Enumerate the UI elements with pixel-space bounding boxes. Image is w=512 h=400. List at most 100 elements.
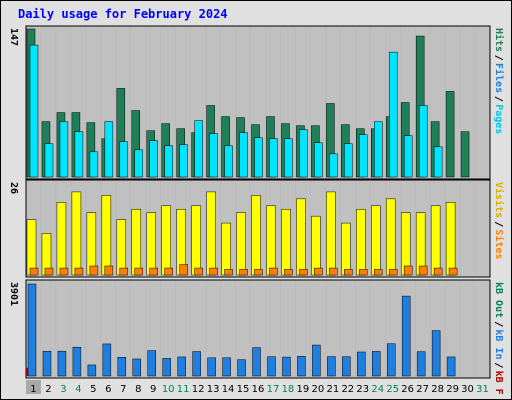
day-label: 11	[177, 384, 190, 395]
visits-bar	[281, 208, 291, 276]
panel-3-legend-2: kB In	[493, 329, 504, 359]
panel-2-legend-1: /	[493, 221, 504, 227]
files-bar	[374, 121, 383, 178]
kb-in-bar	[87, 364, 97, 377]
day-label: 8	[135, 384, 141, 395]
day-label: 27	[416, 384, 429, 395]
kb-in-bar	[72, 346, 82, 377]
files-bar	[104, 121, 114, 178]
visits-bar	[356, 208, 366, 276]
kb-in-bar	[357, 351, 366, 377]
kb-in-bar	[386, 343, 396, 377]
visits-bar	[385, 198, 396, 276]
visits-bar	[326, 191, 336, 276]
visits-bar	[26, 219, 37, 276]
sites-bar	[89, 265, 99, 276]
day-label: 9	[150, 384, 156, 395]
day-label: 24	[371, 384, 384, 395]
panel-3-legend-1: /	[493, 362, 504, 368]
visits-bar	[430, 205, 441, 276]
kb-in-bar	[252, 347, 261, 377]
kb-in-bar	[132, 358, 142, 377]
files-bar	[29, 44, 39, 178]
sites-bar	[418, 265, 428, 276]
files-bar	[403, 135, 413, 178]
day-label: 6	[105, 384, 111, 395]
files-bar	[149, 140, 158, 178]
visits-bar	[221, 222, 231, 276]
day-label: 19	[297, 384, 310, 395]
files-bar	[269, 138, 278, 178]
day-label: 23	[356, 384, 369, 395]
visits-bar	[101, 195, 112, 276]
day-label: 15	[237, 384, 250, 395]
sites-bar	[388, 269, 398, 276]
kb-in-bar	[102, 343, 112, 377]
files-bar	[209, 133, 218, 178]
visits-bar	[251, 195, 261, 276]
panel-1-legend-2: Files	[493, 63, 505, 93]
panel-1-max-label: 147	[8, 28, 19, 46]
day-label: 4	[75, 384, 81, 395]
visits-bar	[415, 212, 426, 276]
kb-in-bar	[297, 356, 306, 377]
sites-bar	[269, 267, 278, 276]
panel-1-legend-4: Hits	[493, 28, 505, 52]
sites-bar	[359, 269, 368, 276]
visits-bar	[296, 198, 306, 276]
files-bar	[134, 149, 144, 178]
sites-bar	[239, 269, 248, 276]
visits-bar	[400, 212, 411, 276]
visits-bar	[311, 215, 321, 276]
sites-bar	[194, 267, 203, 276]
files-bar	[299, 129, 308, 178]
sites-bar	[344, 269, 353, 276]
visits-bar	[71, 191, 82, 276]
files-bar	[44, 143, 54, 178]
panel-1-legend-3: /	[493, 55, 504, 61]
panel-3-legend-0: kB F	[493, 371, 504, 395]
files-bar	[314, 142, 323, 178]
kb-in-bar	[416, 351, 426, 377]
sites-bar	[29, 267, 39, 276]
day-label: 26	[401, 384, 414, 395]
kb-in-bar	[207, 357, 216, 377]
day-label: 18	[282, 384, 295, 395]
kb-in-bar	[282, 356, 291, 377]
files-bar	[224, 145, 233, 178]
panel-1-legend-0: Pages	[493, 104, 504, 134]
day-label: 3	[60, 384, 66, 395]
day-label: 2	[45, 384, 51, 395]
kb-in-bar	[177, 356, 186, 377]
day-label: 13	[207, 384, 220, 395]
sites-bar	[164, 267, 173, 276]
files-bar	[239, 132, 248, 178]
files-bar	[254, 137, 263, 178]
day-label: 22	[341, 384, 354, 395]
kb-in-bar	[237, 359, 246, 377]
files-bar	[59, 121, 69, 178]
kb-in-bar	[42, 350, 52, 377]
sites-bar	[254, 269, 263, 276]
kb-in-bar	[342, 356, 351, 377]
sites-bar	[374, 269, 383, 276]
panel-3-legend-3: /	[493, 321, 504, 327]
day-label: 17	[267, 384, 280, 395]
panel-2-legend-2: Sites	[493, 229, 505, 259]
day-label: 12	[192, 384, 205, 395]
kb-in-bar	[431, 330, 441, 377]
sites-bar	[433, 267, 443, 276]
visits-bar	[266, 205, 276, 276]
visits-bar	[371, 205, 381, 276]
files-bar	[433, 146, 443, 178]
day-label: 16	[252, 384, 265, 395]
sites-bar	[149, 267, 158, 276]
files-bar	[284, 138, 293, 178]
panel-1-legend-1: /	[493, 96, 504, 102]
chart-title: Daily usage for February 2024	[18, 7, 228, 21]
kb-in-bar	[192, 351, 201, 377]
day-label: 20	[312, 384, 325, 395]
kb-in-bar	[401, 295, 411, 377]
files-bar	[388, 51, 398, 178]
